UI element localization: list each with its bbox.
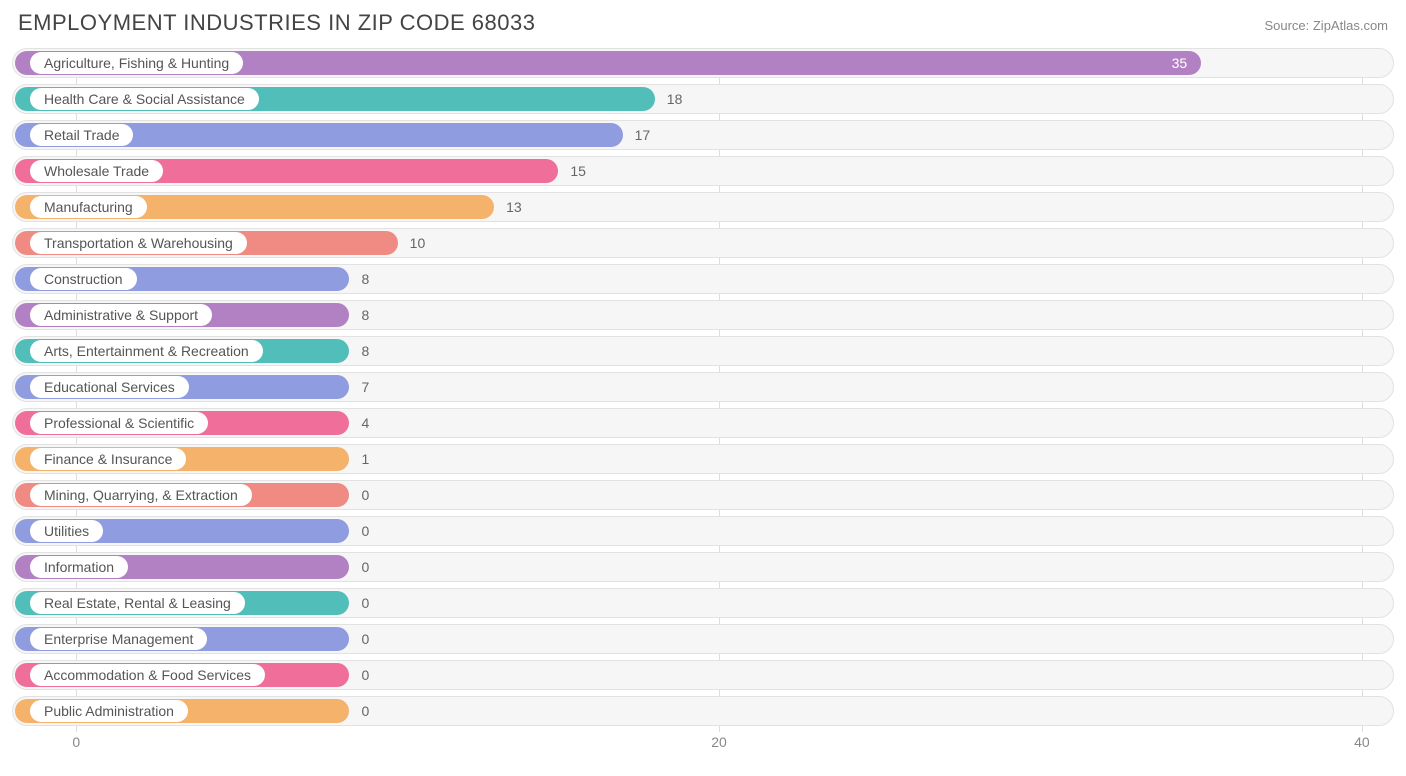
bar-row: Arts, Entertainment & Recreation 8 [12, 336, 1394, 366]
bar-label: Transportation & Warehousing [30, 232, 247, 254]
bar-value: 0 [353, 480, 377, 510]
bar-row: Real Estate, Rental & Leasing 0 [12, 588, 1394, 618]
bar-row: Utilities 0 [12, 516, 1394, 546]
bar-label: Public Administration [30, 700, 188, 722]
bar-label: Construction [30, 268, 137, 290]
bar-label: Finance & Insurance [30, 448, 186, 470]
chart-source: Source: ZipAtlas.com [1264, 18, 1388, 33]
x-axis-tick: 40 [1354, 734, 1370, 750]
bar-value: 0 [353, 696, 377, 726]
bar-label: Retail Trade [30, 124, 133, 146]
chart-area: Agriculture, Fishing & Hunting 35 Health C… [12, 48, 1394, 754]
bar-label: Manufacturing [30, 196, 147, 218]
bar-row: Public Administration 0 [12, 696, 1394, 726]
bar-label: Mining, Quarrying, & Extraction [30, 484, 252, 506]
bar-value: 0 [353, 552, 377, 582]
bar-label: Real Estate, Rental & Leasing [30, 592, 245, 614]
bar-value: 7 [353, 372, 377, 402]
bar-row: Agriculture, Fishing & Hunting 35 [12, 48, 1394, 78]
bar-value: 4 [353, 408, 377, 438]
bar-value: 1 [353, 444, 377, 474]
bar-value: 17 [627, 120, 659, 150]
bar-row: Accommodation & Food Services 0 [12, 660, 1394, 690]
bar-value: 0 [353, 516, 377, 546]
bar-row: Finance & Insurance 1 [12, 444, 1394, 474]
bar-row: Professional & Scientific 4 [12, 408, 1394, 438]
bar-row: Transportation & Warehousing 10 [12, 228, 1394, 258]
bar-row: Educational Services 7 [12, 372, 1394, 402]
bar-label: Agriculture, Fishing & Hunting [30, 52, 243, 74]
bar-value: 0 [353, 660, 377, 690]
chart-title: EMPLOYMENT INDUSTRIES IN ZIP CODE 68033 [18, 10, 536, 36]
bar-row: Enterprise Management 0 [12, 624, 1394, 654]
bar-value: 18 [659, 84, 691, 114]
bar-row: Construction 8 [12, 264, 1394, 294]
bar-row: Retail Trade 17 [12, 120, 1394, 150]
bar-value: 13 [498, 192, 530, 222]
bar-label: Administrative & Support [30, 304, 212, 326]
bar-value: 8 [353, 300, 377, 330]
bar-row: Health Care & Social Assistance 18 [12, 84, 1394, 114]
bar-label: Educational Services [30, 376, 189, 398]
x-axis: 0 20 40 [12, 732, 1394, 754]
bar-value: 0 [353, 588, 377, 618]
bar-row: Wholesale Trade 15 [12, 156, 1394, 186]
bar-label: Utilities [30, 520, 103, 542]
bar-label: Arts, Entertainment & Recreation [30, 340, 263, 362]
bar-value: 15 [562, 156, 594, 186]
bar-label: Information [30, 556, 128, 578]
bar-row: Information 0 [12, 552, 1394, 582]
chart-header: EMPLOYMENT INDUSTRIES IN ZIP CODE 68033 … [12, 10, 1394, 36]
bar-value: 10 [402, 228, 434, 258]
bar-label: Health Care & Social Assistance [30, 88, 259, 110]
bar-row: Administrative & Support 8 [12, 300, 1394, 330]
bars-container: Agriculture, Fishing & Hunting 35 Health C… [12, 48, 1394, 732]
bar-value: 8 [353, 336, 377, 366]
bar-row: Mining, Quarrying, & Extraction 0 [12, 480, 1394, 510]
x-axis-tick: 0 [72, 734, 80, 750]
bar-label: Professional & Scientific [30, 412, 208, 434]
bar-value: 8 [353, 264, 377, 294]
bar-label: Accommodation & Food Services [30, 664, 265, 686]
bar-label: Enterprise Management [30, 628, 207, 650]
bar-row: Manufacturing 13 [12, 192, 1394, 222]
bar-label: Wholesale Trade [30, 160, 163, 182]
x-axis-tick: 20 [711, 734, 727, 750]
bar-value: 35 [1164, 48, 1196, 78]
bar-value: 0 [353, 624, 377, 654]
